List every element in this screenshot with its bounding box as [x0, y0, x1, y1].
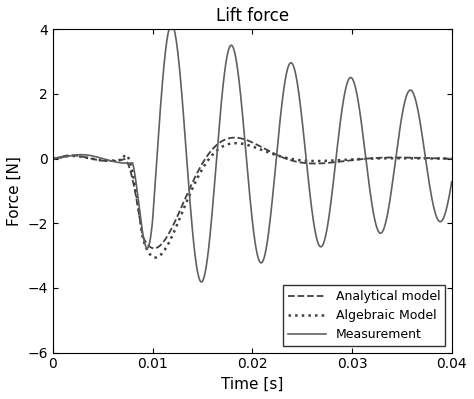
Algebraic Model	[449, 156, 455, 161]
Analytical model	[346, 158, 352, 163]
Analytical model	[449, 156, 455, 161]
Algebraic Model	[303, 158, 309, 163]
Measurement	[367, 188, 373, 193]
Title: Lift force: Lift force	[216, 7, 289, 25]
Y-axis label: Force [N]: Force [N]	[7, 156, 22, 226]
Measurement	[169, 22, 174, 27]
Algebraic Model	[70, 154, 76, 158]
Algebraic Model	[50, 156, 56, 161]
Algebraic Model	[286, 156, 292, 161]
Algebraic Model	[233, 141, 238, 146]
Measurement	[449, 179, 455, 184]
Analytical model	[151, 246, 157, 251]
X-axis label: Time [s]: Time [s]	[221, 377, 283, 392]
Measurement	[194, 268, 200, 273]
Measurement	[303, 158, 309, 163]
Algebraic Model	[346, 157, 352, 162]
Line: Analytical model: Analytical model	[53, 138, 452, 248]
Measurement	[199, 280, 204, 284]
Legend: Analytical model, Algebraic Model, Measurement: Analytical model, Algebraic Model, Measu…	[283, 285, 446, 346]
Analytical model	[194, 170, 200, 175]
Measurement	[286, 62, 292, 67]
Analytical model	[367, 156, 373, 161]
Algebraic Model	[194, 176, 200, 181]
Line: Algebraic Model: Algebraic Model	[53, 143, 452, 258]
Algebraic Model	[153, 255, 158, 260]
Analytical model	[232, 135, 237, 140]
Algebraic Model	[367, 156, 373, 161]
Measurement	[70, 153, 76, 158]
Measurement	[50, 156, 56, 161]
Analytical model	[50, 156, 56, 161]
Analytical model	[70, 153, 76, 158]
Line: Measurement: Measurement	[53, 24, 452, 282]
Analytical model	[286, 157, 292, 162]
Analytical model	[303, 161, 309, 166]
Measurement	[346, 77, 352, 82]
